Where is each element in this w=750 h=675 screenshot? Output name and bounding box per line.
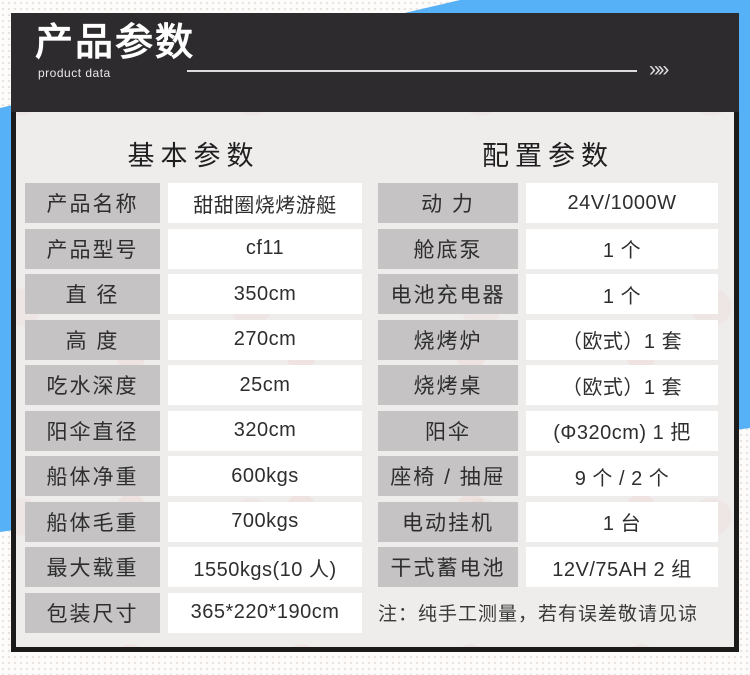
header-underline <box>187 70 637 72</box>
product-params-banner: 产品参数 product data »» <box>11 13 739 112</box>
param-value: 9 个 / 2 个 <box>526 456 718 496</box>
param-label: 烧烤炉 <box>378 319 518 360</box>
param-label: 船体毛重 <box>25 501 160 542</box>
table-row: 电动挂机 1 台 <box>378 501 718 542</box>
table-row: 舱底泵 1 个 <box>378 228 718 269</box>
param-value: 600kgs <box>168 456 362 496</box>
table-row: 船体毛重 700kgs <box>25 501 362 542</box>
param-value: 12V/75AH 2 组 <box>526 547 718 587</box>
double-arrow-icon: »» <box>649 58 669 81</box>
param-value: 270cm <box>168 319 362 360</box>
param-value: 1550kgs(10 人) <box>168 547 362 587</box>
param-label: 高 度 <box>25 319 160 360</box>
param-value: 25cm <box>168 365 362 405</box>
param-label: 包装尺寸 <box>25 592 160 633</box>
table-row: 电池充电器 1 个 <box>378 274 718 314</box>
param-value: 1 个 <box>526 228 718 269</box>
param-label: 烧烤桌 <box>378 365 518 405</box>
table-row: 船体净重 600kgs <box>25 456 362 496</box>
param-value: 365*220*190cm <box>168 592 362 633</box>
table-row: 产品型号 cf11 <box>25 228 362 269</box>
param-label: 直 径 <box>25 274 160 314</box>
param-label: 干式蓄电池 <box>378 547 518 587</box>
param-value: (Φ320cm) 1 把 <box>526 410 718 451</box>
note-text: 注：纯手工测量，若有误差敬请见谅 <box>378 604 699 625</box>
param-label: 吃水深度 <box>25 365 160 405</box>
param-label: 产品名称 <box>25 183 160 223</box>
param-label: 电动挂机 <box>378 501 518 542</box>
param-value: 1 台 <box>526 501 718 542</box>
param-value: 1 个 <box>526 274 718 314</box>
param-value: 甜甜圈烧烤游艇 <box>168 183 362 223</box>
page-subtitle: product data <box>38 66 111 80</box>
table-row: 干式蓄电池 12V/75AH 2 组 <box>378 547 718 587</box>
param-label: 阳伞 <box>378 410 518 451</box>
param-label: 船体净重 <box>25 456 160 496</box>
table-row: 产品名称 甜甜圈烧烤游艇 <box>25 183 362 223</box>
param-value: cf11 <box>168 228 362 269</box>
param-label: 座椅 / 抽屉 <box>378 456 518 496</box>
param-value: 320cm <box>168 410 362 451</box>
param-value: 350cm <box>168 274 362 314</box>
param-label: 阳伞直径 <box>25 410 160 451</box>
param-label: 电池充电器 <box>378 274 518 314</box>
config-params-title: 配置参数 <box>482 141 614 171</box>
param-label: 动 力 <box>378 183 518 223</box>
table-row: 阳伞直径 320cm <box>25 410 362 451</box>
table-row: 吃水深度 25cm <box>25 365 362 405</box>
param-value: （欧式）1 套 <box>526 365 718 405</box>
table-row: 动 力 24V/1000W <box>378 183 718 223</box>
param-value: （欧式）1 套 <box>526 319 718 360</box>
param-label: 产品型号 <box>25 228 160 269</box>
table-row: 阳伞 (Φ320cm) 1 把 <box>378 410 718 451</box>
param-label: 最大载重 <box>25 547 160 587</box>
table-row: 烧烤桌 （欧式）1 套 <box>378 365 718 405</box>
config-params-table: 动 力 24V/1000W 舱底泵 1 个电池充电器 1 个烧烤炉 （欧式）1 套烧烤桌（… <box>378 183 718 593</box>
table-row: 最大载重 1550kgs(10 人) <box>25 547 362 587</box>
table-row: 座椅 / 抽屉 9 个 / 2 个 <box>378 456 718 496</box>
page-title: 产品参数 <box>35 22 196 64</box>
table-row: 直 径 350cm <box>25 274 362 314</box>
basic-params-table: 产品名称 甜甜圈烧烤游艇 产品型号 cf11 直 径 350cm 高 度 270cm 吃水深度 2… <box>25 183 362 638</box>
param-label: 舱底泵 <box>378 228 518 269</box>
table-row: 高 度 270cm <box>25 319 362 360</box>
table-row: 烧烤炉 （欧式）1 套 <box>378 319 718 360</box>
basic-params-title: 基本参数 <box>127 141 260 171</box>
param-value: 24V/1000W <box>526 183 718 223</box>
content-frame: 基本参数 配置参数 产品名称 甜甜圈烧烤游艇 产品型号 cf11 直 径 350cm 高 度… <box>11 112 739 652</box>
table-row: 包装尺寸 365*220*190cm <box>25 592 362 633</box>
param-value: 700kgs <box>168 501 362 542</box>
